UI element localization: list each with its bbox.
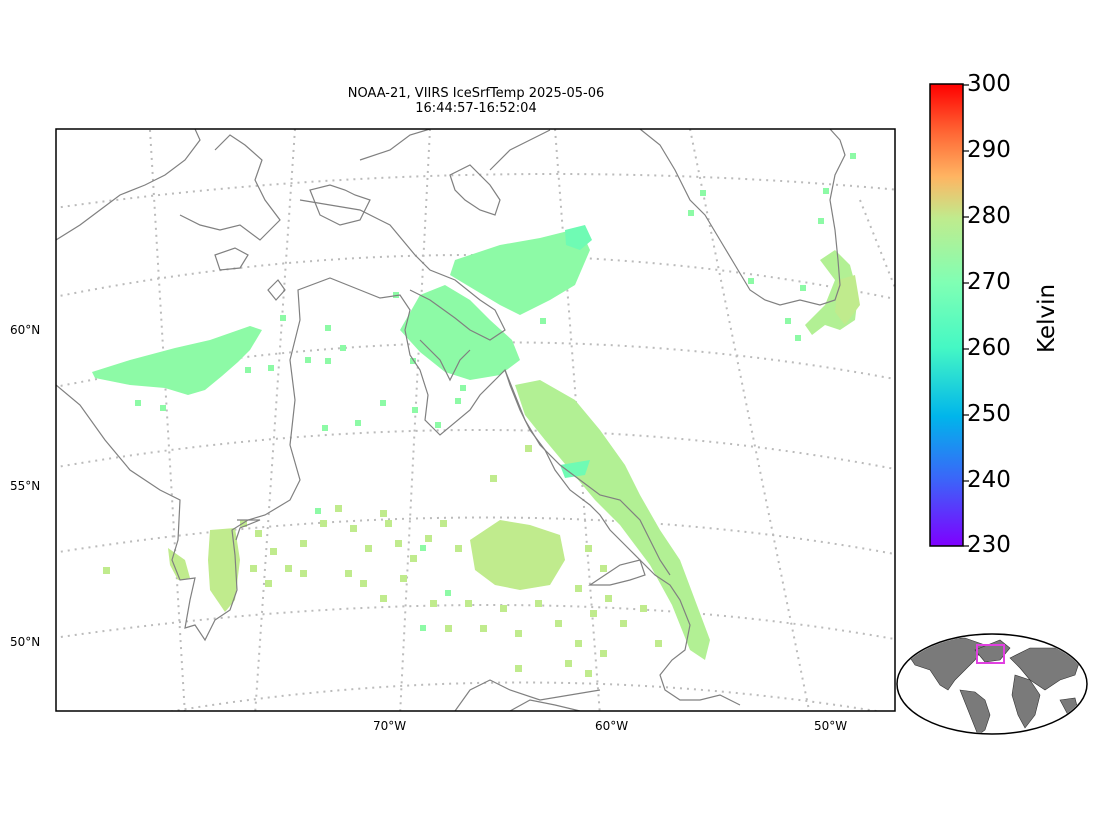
colorbar-tick-300: 300 — [967, 71, 1011, 97]
colorbar-tick-260: 260 — [967, 335, 1011, 361]
inset-globe — [896, 633, 1088, 735]
colorbar-title: Kelvin — [1034, 283, 1060, 353]
inset-region-highlight — [976, 644, 1005, 664]
lon-label-50w: 50°W — [814, 719, 848, 733]
lon-label-60w: 60°W — [595, 719, 629, 733]
lat-label-50: 50°N — [10, 635, 41, 649]
colorbar-tick-270: 270 — [967, 269, 1011, 295]
map-title-line1: NOAA-21, VIIRS IceSrfTemp 2025-05-06 — [347, 86, 605, 101]
colorbar-tick-240: 240 — [967, 467, 1011, 493]
colorbar-tick-280: 280 — [967, 203, 1011, 229]
lat-label-55: 55°N — [10, 479, 41, 493]
graticule-latitude — [56, 173, 895, 711]
lat-label-60: 60°N — [10, 323, 41, 337]
ice-temperature-data — [92, 153, 860, 677]
colorbar-tick-290: 290 — [967, 137, 1011, 163]
colorbar-tick-230: 230 — [967, 532, 1011, 558]
map-title: NOAA-21, VIIRS IceSrfTemp 2025-05-06 16:… — [56, 86, 896, 116]
colorbar — [929, 83, 969, 547]
coastlines — [56, 129, 846, 711]
map-title-line2: 16:44:57-16:52:04 — [415, 101, 537, 116]
map-frame — [55, 128, 896, 712]
graticule-longitude — [149, 129, 895, 711]
lon-label-70w: 70°W — [373, 719, 407, 733]
colorbar-tick-250: 250 — [967, 401, 1011, 427]
